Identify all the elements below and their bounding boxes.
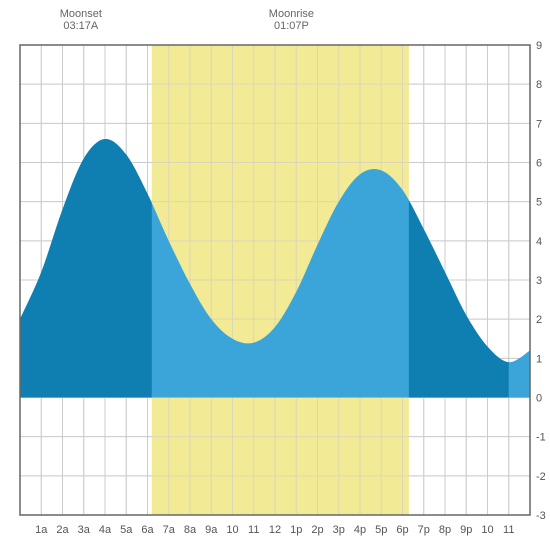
x-tick-label: 8a <box>184 524 197 536</box>
chart-svg: 1a2a3a4a5a6a7a8a9a1011121p2p3p4p5p6p7p8p… <box>0 0 550 550</box>
tide-chart: Moonset 03:17A Moonrise 01:07P 1a 2a 3a 4a 5… <box>0 0 550 550</box>
x-tick-label: 8p <box>439 524 451 536</box>
x-tick-label: 6a <box>141 524 154 536</box>
y-tick-label: 4 <box>536 236 542 248</box>
y-tick-label: 5 <box>536 197 542 209</box>
y-tick-label: -1 <box>536 432 546 444</box>
x-tick-label: 9a <box>205 524 218 536</box>
x-tick-label: 1a <box>35 524 48 536</box>
x-tick-label: 7a <box>163 524 176 536</box>
moonrise-time: 01:07P <box>269 20 314 32</box>
y-tick-label: 8 <box>536 79 542 91</box>
moonrise-title: Moonrise <box>269 8 314 20</box>
x-tick-label: 3a <box>78 524 91 536</box>
x-tick-label: 6p <box>396 524 408 536</box>
y-tick-label: 2 <box>536 314 542 326</box>
x-tick-label: 2a <box>56 524 69 536</box>
x-tick-label: 9p <box>460 524 472 536</box>
moonrise-label: Moonrise 01:07P <box>269 8 314 32</box>
x-tick-label: 10 <box>226 524 238 536</box>
y-tick-label: 9 <box>536 40 542 52</box>
x-tick-label: 12 <box>269 524 281 536</box>
y-tick-label: -3 <box>536 510 546 522</box>
x-tick-label: 1p <box>290 524 302 536</box>
x-tick-label: 3p <box>333 524 345 536</box>
x-tick-label: 7p <box>418 524 430 536</box>
y-tick-label: 0 <box>536 393 542 405</box>
y-tick-label: 6 <box>536 158 542 170</box>
moonset-label: Moonset 03:17A <box>60 8 102 32</box>
y-tick-label: 7 <box>536 118 542 130</box>
x-tick-label: 5a <box>120 524 133 536</box>
x-tick-label: 4p <box>354 524 366 536</box>
moonset-title: Moonset <box>60 8 102 20</box>
y-tick-label: 1 <box>536 353 542 365</box>
y-tick-label: -2 <box>536 471 546 483</box>
x-tick-label: 5p <box>375 524 387 536</box>
moonset-time: 03:17A <box>60 20 102 32</box>
x-tick-label: 4a <box>99 524 112 536</box>
x-tick-label: 2p <box>311 524 323 536</box>
x-tick-label: 11 <box>248 524 259 536</box>
x-tick-label: 10 <box>481 524 493 536</box>
x-tick-label: 11 <box>503 524 514 536</box>
y-tick-label: 3 <box>536 275 542 287</box>
